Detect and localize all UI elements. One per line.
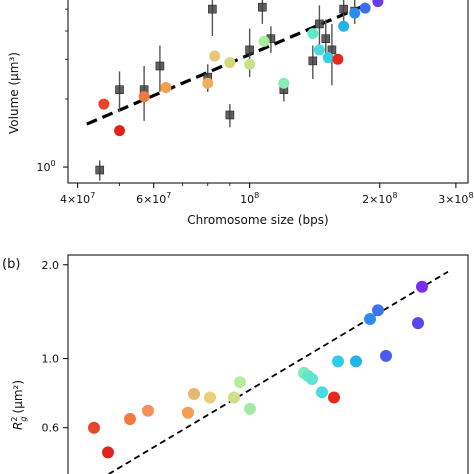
plot-area bbox=[88, 270, 449, 474]
circle-marker bbox=[372, 304, 384, 317]
circle-marker bbox=[124, 412, 136, 425]
panel-a-chart: 4×107 6×107 108 2×108 3×108 100 Chromosome siz… bbox=[7, 0, 474, 227]
circle-marker bbox=[349, 7, 361, 19]
square-marker bbox=[95, 165, 105, 175]
circle-marker bbox=[228, 391, 240, 404]
circle-marker bbox=[244, 58, 256, 70]
circle-marker bbox=[322, 52, 334, 64]
circle-marker bbox=[204, 391, 216, 404]
x-tick-label: 6×107 bbox=[136, 191, 171, 206]
circle-marker bbox=[416, 280, 428, 293]
circle-marker bbox=[202, 77, 214, 89]
square-marker bbox=[315, 19, 324, 29]
circle-marker bbox=[328, 391, 340, 404]
square-marker bbox=[208, 4, 217, 14]
plot-area bbox=[86, 0, 384, 181]
circle-marker bbox=[359, 2, 371, 14]
circle-marker bbox=[350, 355, 362, 368]
plot-frame bbox=[67, 254, 469, 474]
circle-marker bbox=[372, 0, 384, 8]
circle-marker bbox=[234, 376, 246, 389]
panel-label: (b) bbox=[2, 257, 20, 272]
circle-marker bbox=[364, 312, 376, 325]
circle-marker bbox=[338, 20, 350, 32]
circle-marker bbox=[307, 28, 319, 40]
circle-marker bbox=[244, 402, 256, 415]
y-tick-label: 100 bbox=[36, 159, 55, 174]
y-tick-label: 1.0 bbox=[42, 353, 60, 366]
circle-marker bbox=[182, 406, 194, 419]
x-axis-label: Chromosome size (bps) bbox=[187, 213, 328, 227]
circle-marker bbox=[306, 373, 318, 386]
square-marker bbox=[225, 110, 235, 120]
circle-marker bbox=[224, 57, 236, 69]
x-tick-label: 4×107 bbox=[60, 191, 95, 206]
square-marker bbox=[258, 2, 267, 12]
y-tick-label: 0.6 bbox=[42, 422, 60, 435]
square-marker bbox=[321, 34, 331, 43]
plot-frame bbox=[67, 0, 469, 184]
circle-marker bbox=[313, 44, 325, 56]
circle-marker bbox=[188, 387, 200, 400]
square-marker bbox=[245, 45, 254, 55]
circle-marker bbox=[160, 81, 172, 93]
circle-marker bbox=[332, 355, 344, 368]
panel-b-chart: (b) 0.6 1.0 2.0 R2g(μm²) bbox=[2, 254, 469, 474]
circle-marker bbox=[209, 50, 221, 62]
circle-marker bbox=[316, 386, 328, 399]
x-tick-label: 108 bbox=[240, 191, 259, 206]
square-marker bbox=[308, 56, 318, 66]
square-marker bbox=[155, 61, 165, 71]
square-marker bbox=[115, 85, 124, 94]
circle-marker bbox=[114, 125, 126, 137]
fit-line bbox=[107, 270, 449, 474]
circle-marker bbox=[88, 421, 100, 434]
square-marker bbox=[339, 4, 348, 14]
y-axis-label: Volume (μm³) bbox=[7, 52, 21, 134]
x-tick-label: 2×108 bbox=[362, 191, 397, 206]
circle-marker bbox=[380, 349, 392, 362]
circle-marker bbox=[412, 317, 424, 330]
circle-marker bbox=[138, 91, 150, 103]
circle-marker bbox=[258, 35, 270, 47]
y-tick-label: 2.0 bbox=[42, 259, 60, 272]
circle-marker bbox=[332, 53, 344, 65]
circle-marker bbox=[142, 404, 154, 417]
x-tick-label: 3×108 bbox=[438, 191, 473, 206]
circle-marker bbox=[98, 98, 110, 110]
y-axis-label: R2g(μm²) bbox=[10, 380, 28, 430]
circle-marker bbox=[278, 77, 290, 89]
circle-marker bbox=[102, 446, 114, 459]
